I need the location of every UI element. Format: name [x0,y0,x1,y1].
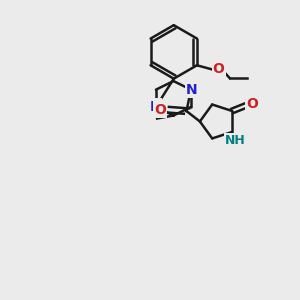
Text: O: O [213,62,225,76]
Text: N: N [186,83,197,97]
Text: O: O [154,103,166,117]
Text: NH: NH [225,134,246,147]
Text: N: N [149,100,161,114]
Text: O: O [246,97,258,111]
